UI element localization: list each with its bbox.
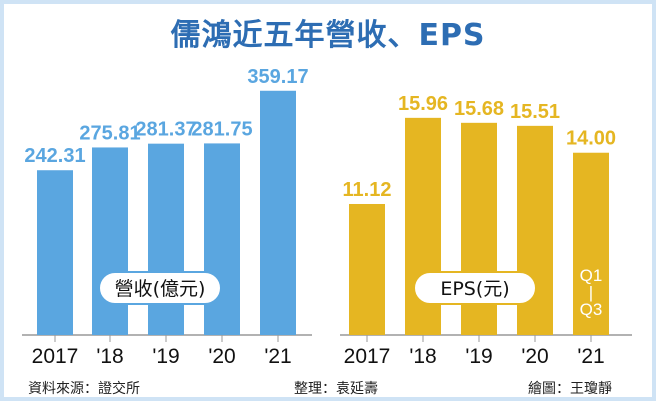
bar-19 <box>148 143 184 335</box>
series-label: EPS(元) <box>440 278 509 300</box>
source-note: 資料來源：證交所 <box>28 381 140 397</box>
data-label: 281.37 <box>135 119 196 141</box>
data-label: 275.81 <box>79 122 140 144</box>
x-tick-label: '19 <box>152 345 179 368</box>
x-tick-label: 2017 <box>32 345 79 368</box>
data-label: 15.51 <box>510 101 560 123</box>
bar-20 <box>204 143 240 335</box>
x-tick-label: '18 <box>96 345 123 368</box>
series-label: 營收(億元) <box>115 278 206 300</box>
bar-21 <box>573 152 609 335</box>
series-label-box <box>98 271 222 305</box>
bar-21 <box>260 90 296 335</box>
data-label: 15.96 <box>398 93 448 115</box>
artist-note: 繪圖：王瓊靜 <box>528 381 612 397</box>
data-label: 242.31 <box>24 145 85 167</box>
data-label: 359.17 <box>247 66 308 88</box>
bar-18 <box>92 147 128 335</box>
bar-2017 <box>37 170 73 335</box>
bar-note: Q3 <box>580 300 603 319</box>
bar-note: | <box>589 283 593 302</box>
chart-title: 儒鴻近五年營收、EPS <box>170 18 486 53</box>
bar-2017 <box>349 203 385 335</box>
data-label: 11.12 <box>343 179 392 201</box>
x-tick-label: '19 <box>465 345 492 368</box>
series-label-box <box>413 271 537 305</box>
x-tick-label: '18 <box>409 345 436 368</box>
data-label: 14.00 <box>566 128 616 150</box>
x-tick-label: '20 <box>521 345 548 368</box>
bar-note: Q1 <box>580 266 603 285</box>
data-label: 281.75 <box>191 118 252 140</box>
data-label: 15.68 <box>454 98 504 120</box>
editor-note: 整理：袁延壽 <box>294 381 378 397</box>
x-tick-label: '20 <box>208 345 235 368</box>
x-tick-label: '21 <box>264 345 291 368</box>
x-tick-label: '21 <box>577 345 604 368</box>
chart-canvas: 242.31 2017 275.81 '18 281.37 '19 281.75 '20 359… <box>22 66 632 368</box>
x-tick-label: 2017 <box>344 345 391 368</box>
